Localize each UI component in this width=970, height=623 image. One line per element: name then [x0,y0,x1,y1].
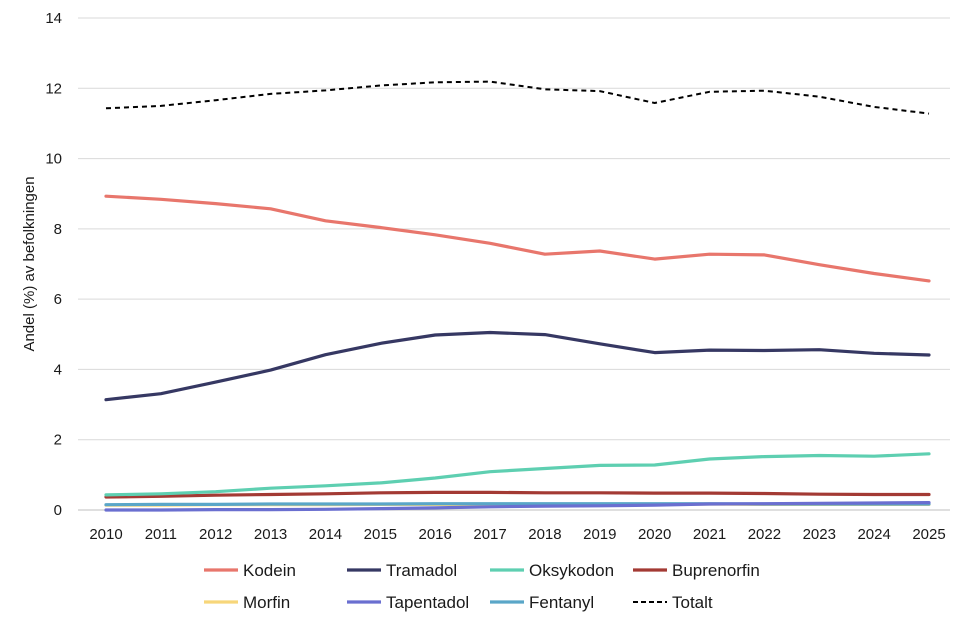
legend-label-morfin: Morfin [243,593,290,612]
y-tick-label: 4 [54,361,62,378]
legend-label-buprenorfin: Buprenorfin [672,561,760,580]
x-tick-label: 2024 [857,526,890,543]
x-tick-label: 2023 [803,526,836,543]
series-line-totalt [105,80,930,115]
x-tick-label: 2016 [419,526,452,543]
x-tick-label: 2025 [912,526,945,543]
y-tick-label: 6 [54,291,62,308]
legend-label-tramadol: Tramadol [386,561,457,580]
legend-label-oksykodon: Oksykodon [529,561,614,580]
x-tick-label: 2014 [309,526,342,543]
y-tick-label: 12 [45,80,62,97]
legend-label-kodein: Kodein [243,561,296,580]
legend-label-totalt: Totalt [672,593,713,612]
y-tick-label: 10 [45,151,62,168]
legend-label-tapentadol: Tapentadol [386,593,469,612]
x-tick-label: 2017 [473,526,506,543]
legend-label-fentanyl: Fentanyl [529,593,594,612]
x-tick-label: 2011 [145,526,177,543]
y-axis-title: Andel (%) av befolkningen [21,176,38,351]
x-tick-label: 2015 [364,526,397,543]
x-tick-label: 2021 [693,526,726,543]
series-line-tapentadol [104,501,931,512]
x-tick-label: 2012 [199,526,232,543]
x-tick-label: 2010 [89,526,122,543]
series-line-kodein [104,194,931,283]
y-tick-label: 2 [54,432,62,449]
axes: 0 2 4 6 8 10 12 14 2010 2011 2012 2013 2014 2015 2016 2… [21,10,950,543]
series-lines [104,80,931,512]
x-tick-label: 2018 [528,526,561,543]
series-line-buprenorfin [104,490,931,499]
x-tick-label: 2022 [748,526,781,543]
gridlines [78,17,950,441]
x-tick-label: 2013 [254,526,287,543]
legend: Kodein Tramadol Oksykodon Buprenorfin Morfin… [204,561,760,612]
series-line-tramadol [104,330,931,402]
x-tick-label: 2019 [583,526,616,543]
y-tick-label: 0 [54,502,62,519]
y-tick-label: 14 [45,10,62,27]
series-line-oksykodon [104,452,931,497]
y-tick-label: 8 [54,221,62,238]
x-tick-label: 2020 [638,526,671,543]
